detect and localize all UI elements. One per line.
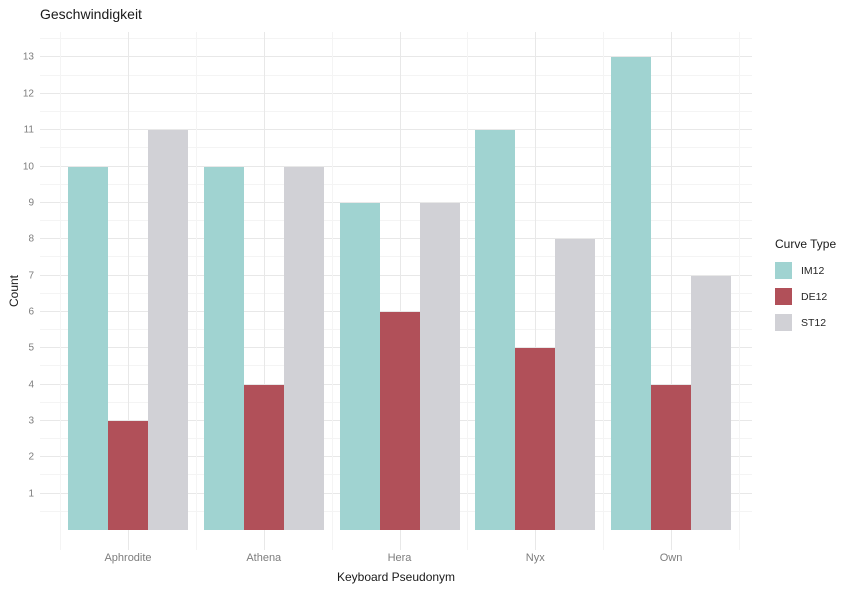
legend-label: IM12 xyxy=(801,264,825,277)
gridline-minor-v xyxy=(195,32,197,550)
y-tick-label: 12 xyxy=(22,88,34,100)
gridline-major-h xyxy=(40,92,752,94)
y-tick-label: 8 xyxy=(28,233,34,245)
bar-im12-nyx xyxy=(475,130,516,530)
gridline-major-v xyxy=(535,32,537,550)
legend-swatch-st12 xyxy=(775,314,792,331)
y-tick-label: 10 xyxy=(22,161,34,172)
gridline-major-h xyxy=(40,238,752,240)
legend-title: Curve Type xyxy=(775,237,837,251)
y-tick-label: 6 xyxy=(28,306,34,318)
bar-de12-aphrodite xyxy=(108,420,148,530)
y-tick-label: 3 xyxy=(28,415,34,427)
bar-im12-athena xyxy=(203,166,244,530)
chart-title: Geschwindigkeit xyxy=(40,6,142,22)
gridline-minor-v xyxy=(467,32,469,550)
legend-swatch-im12 xyxy=(775,262,792,279)
legend-item-st12: ST12 xyxy=(775,314,862,331)
gridline-major-h xyxy=(40,310,752,312)
x-tick-label: Athena xyxy=(246,552,282,564)
gridline-major-h xyxy=(40,165,752,167)
y-tick-label: 11 xyxy=(23,124,34,136)
bar-st12-own xyxy=(691,275,731,530)
legend-label: ST12 xyxy=(801,316,827,329)
gridline-major-h xyxy=(40,129,752,131)
y-tick-label: 1 xyxy=(28,488,34,500)
legend-label: DE12 xyxy=(801,290,828,303)
gridline-major-h xyxy=(40,274,752,276)
gridline-minor-h xyxy=(40,292,752,294)
gridline-minor-v xyxy=(60,32,62,550)
gridline-minor-h xyxy=(40,110,752,112)
legend-items: IM12 DE12 ST12 xyxy=(775,262,862,331)
gridline-minor-h xyxy=(40,74,752,76)
y-axis: 1 2 3 4 5 6 7 8 9 10 11 12 13 xyxy=(0,32,34,550)
legend-item-im12: IM12 xyxy=(775,262,862,279)
gridline-minor-h xyxy=(40,183,752,185)
bar-st12-hera xyxy=(419,202,460,530)
bar-de12-hera xyxy=(379,311,420,530)
x-tick-label: Aphrodite xyxy=(104,552,152,564)
bar-st12-aphrodite xyxy=(148,130,188,530)
gridline-major-v xyxy=(128,32,129,550)
legend-item-de12: DE12 xyxy=(775,288,862,305)
bar-im12-hera xyxy=(339,202,380,530)
gridline-minor-h xyxy=(40,220,752,222)
x-tick-label: Hera xyxy=(387,552,412,564)
gridline-minor-h xyxy=(40,147,752,149)
legend: Curve Type IM12 DE12 ST12 xyxy=(775,237,862,340)
plot-panel xyxy=(40,32,752,550)
x-tick-label: Nyx xyxy=(525,552,545,564)
gridline-minor-v xyxy=(603,32,605,550)
y-tick-label: 5 xyxy=(28,342,34,354)
bar-st12-athena xyxy=(283,166,324,530)
bar-de12-athena xyxy=(243,384,284,530)
gridline-major-v xyxy=(399,32,401,550)
gridline-major-h xyxy=(40,201,752,203)
bar-im12-aphrodite xyxy=(68,166,108,530)
legend-swatch-de12 xyxy=(775,288,792,305)
y-tick-label: 4 xyxy=(28,379,34,391)
gridline-minor-v xyxy=(331,32,333,550)
gridline-major-v xyxy=(263,32,265,550)
y-tick-label: 13 xyxy=(22,51,34,63)
gridline-minor-h xyxy=(40,256,752,258)
bar-de12-own xyxy=(651,384,691,530)
gridline-major-h xyxy=(40,56,752,58)
x-tick-label: Own xyxy=(659,552,683,564)
y-tick-label: 2 xyxy=(28,451,34,463)
gridline-minor-h xyxy=(40,38,752,40)
bar-im12-own xyxy=(611,57,651,530)
y-tick-label: 9 xyxy=(28,197,34,209)
x-axis: Aphrodite Athena Hera Nyx Own xyxy=(40,552,752,568)
bar-de12-nyx xyxy=(515,348,556,530)
gridline-major-v xyxy=(671,32,672,550)
x-axis-title: Keyboard Pseudonym xyxy=(336,570,456,584)
y-tick-label: 7 xyxy=(28,270,34,282)
bar-st12-nyx xyxy=(555,239,596,530)
gridline-minor-v xyxy=(738,32,740,550)
